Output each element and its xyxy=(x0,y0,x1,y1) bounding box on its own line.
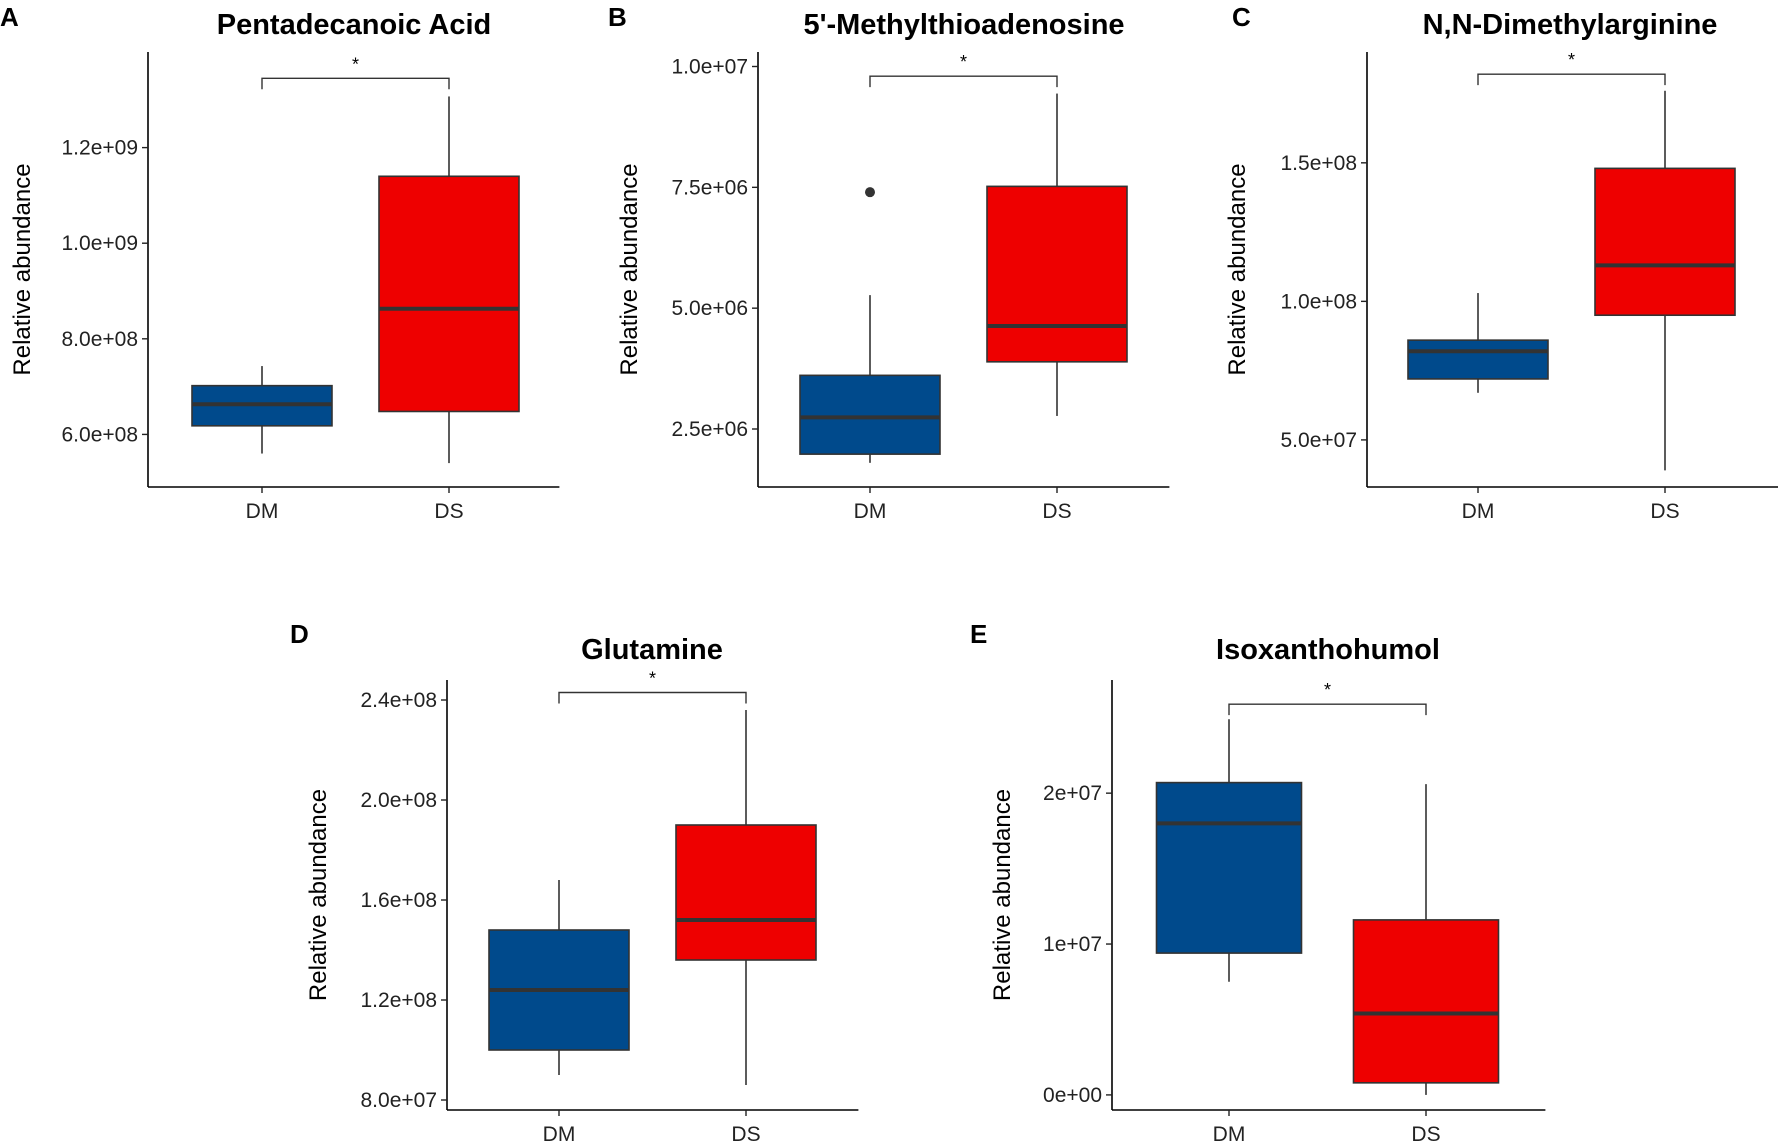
panel-d: D Glutamine 8.0e+07 1.2e+08 1.6e+08 2.0e+08 2.… xyxy=(290,619,859,1142)
iqr-box xyxy=(1407,339,1549,380)
x-tick-label: DS xyxy=(731,1123,760,1142)
y-tick-label: 1.6e+08 xyxy=(361,889,438,912)
y-tick-label: 5.0e+07 xyxy=(1281,429,1358,452)
significance-label: * xyxy=(960,52,967,72)
significance-bracket xyxy=(1228,703,1427,716)
panel-letter: E xyxy=(970,619,987,649)
y-axis-title: Relative abundance xyxy=(989,789,1016,1001)
x-tick-label: DM xyxy=(246,500,279,523)
chart-title: Pentadecanoic Acid xyxy=(217,9,492,41)
x-tick-label: DM xyxy=(1462,500,1495,523)
x-tick-label: DM xyxy=(543,1123,576,1142)
iqr-box xyxy=(675,824,817,961)
box-dm xyxy=(1407,293,1549,393)
panel-c: C N,N-Dimethylarginine 5.0e+07 1.0e+08 1.5e+… xyxy=(1224,2,1778,523)
significance-bracket xyxy=(261,77,450,90)
significance-bracket xyxy=(558,691,747,704)
x-tick-label: DM xyxy=(854,500,887,523)
box-ds xyxy=(986,93,1128,416)
y-tick-label: 1e+07 xyxy=(1043,933,1102,956)
outlier-point xyxy=(865,187,875,198)
panel-e: E Isoxanthohumol 0e+00 1e+07 2e+07 Relative a… xyxy=(970,619,1546,1142)
box-ds xyxy=(1352,784,1500,1095)
panel-letter: A xyxy=(0,2,19,32)
iqr-box xyxy=(1155,781,1303,954)
box-dm xyxy=(799,187,941,463)
y-tick-label: 0e+00 xyxy=(1043,1084,1102,1107)
box-ds xyxy=(378,96,520,464)
panel-letter: C xyxy=(1232,2,1251,32)
y-tick-label: 1.0e+09 xyxy=(62,232,139,255)
significance-label: * xyxy=(352,54,359,74)
y-axis-title: Relative abundance xyxy=(305,789,332,1001)
significance-label: * xyxy=(649,669,656,689)
panel-letter: B xyxy=(608,2,627,32)
y-tick-label: 2.0e+08 xyxy=(361,789,438,812)
panel-a: A Pentadecanoic Acid 6.0e+08 8.0e+08 1.0e+09… xyxy=(0,2,560,523)
box-ds xyxy=(1594,90,1736,471)
y-tick-label: 2.4e+08 xyxy=(361,689,438,712)
box-dm xyxy=(191,366,333,454)
box-dm xyxy=(488,880,630,1075)
iqr-box xyxy=(1594,167,1736,317)
y-axis-title: Relative abundance xyxy=(1224,163,1251,375)
box-ds xyxy=(675,710,817,1085)
y-tick-label: 7.5e+06 xyxy=(672,176,749,199)
box-dm xyxy=(1155,719,1303,982)
y-tick-label: 2e+07 xyxy=(1043,782,1102,805)
x-tick-label: DS xyxy=(1042,500,1071,523)
x-tick-label: DS xyxy=(1650,500,1679,523)
y-tick-label: 1.0e+07 xyxy=(672,56,749,79)
y-tick-label: 2.5e+06 xyxy=(672,418,749,441)
significance-bracket xyxy=(1477,73,1666,86)
y-axis-title: Relative abundance xyxy=(616,163,643,375)
chart-title: Glutamine xyxy=(581,634,723,666)
iqr-box xyxy=(378,175,520,413)
significance-label: * xyxy=(1568,50,1575,70)
x-tick-label: DM xyxy=(1213,1123,1246,1142)
significance-label: * xyxy=(1324,680,1331,700)
panel-letter: D xyxy=(290,619,309,649)
y-tick-label: 8.0e+07 xyxy=(361,1089,438,1112)
y-tick-label: 1.2e+09 xyxy=(62,137,139,160)
x-tick-label: DS xyxy=(434,500,463,523)
chart-title: N,N-Dimethylarginine xyxy=(1423,9,1718,41)
y-tick-label: 5.0e+06 xyxy=(672,297,749,320)
iqr-box xyxy=(1352,919,1500,1084)
chart-title: 5'-Methylthioadenosine xyxy=(803,9,1124,41)
iqr-box xyxy=(986,185,1128,363)
y-tick-label: 1.5e+08 xyxy=(1281,152,1358,175)
panel-b: B 5'-Methylthioadenosine 2.5e+06 5.0e+06 7.5… xyxy=(608,2,1170,523)
y-tick-label: 8.0e+08 xyxy=(62,328,139,351)
y-tick-label: 1.2e+08 xyxy=(361,989,438,1012)
chart-title: Isoxanthohumol xyxy=(1216,634,1440,666)
y-tick-label: 6.0e+08 xyxy=(62,423,139,446)
y-tick-label: 1.0e+08 xyxy=(1281,290,1358,313)
significance-bracket xyxy=(869,75,1058,88)
iqr-box xyxy=(799,374,941,455)
x-tick-label: DS xyxy=(1411,1123,1440,1142)
y-axis-title: Relative abundance xyxy=(9,163,36,375)
